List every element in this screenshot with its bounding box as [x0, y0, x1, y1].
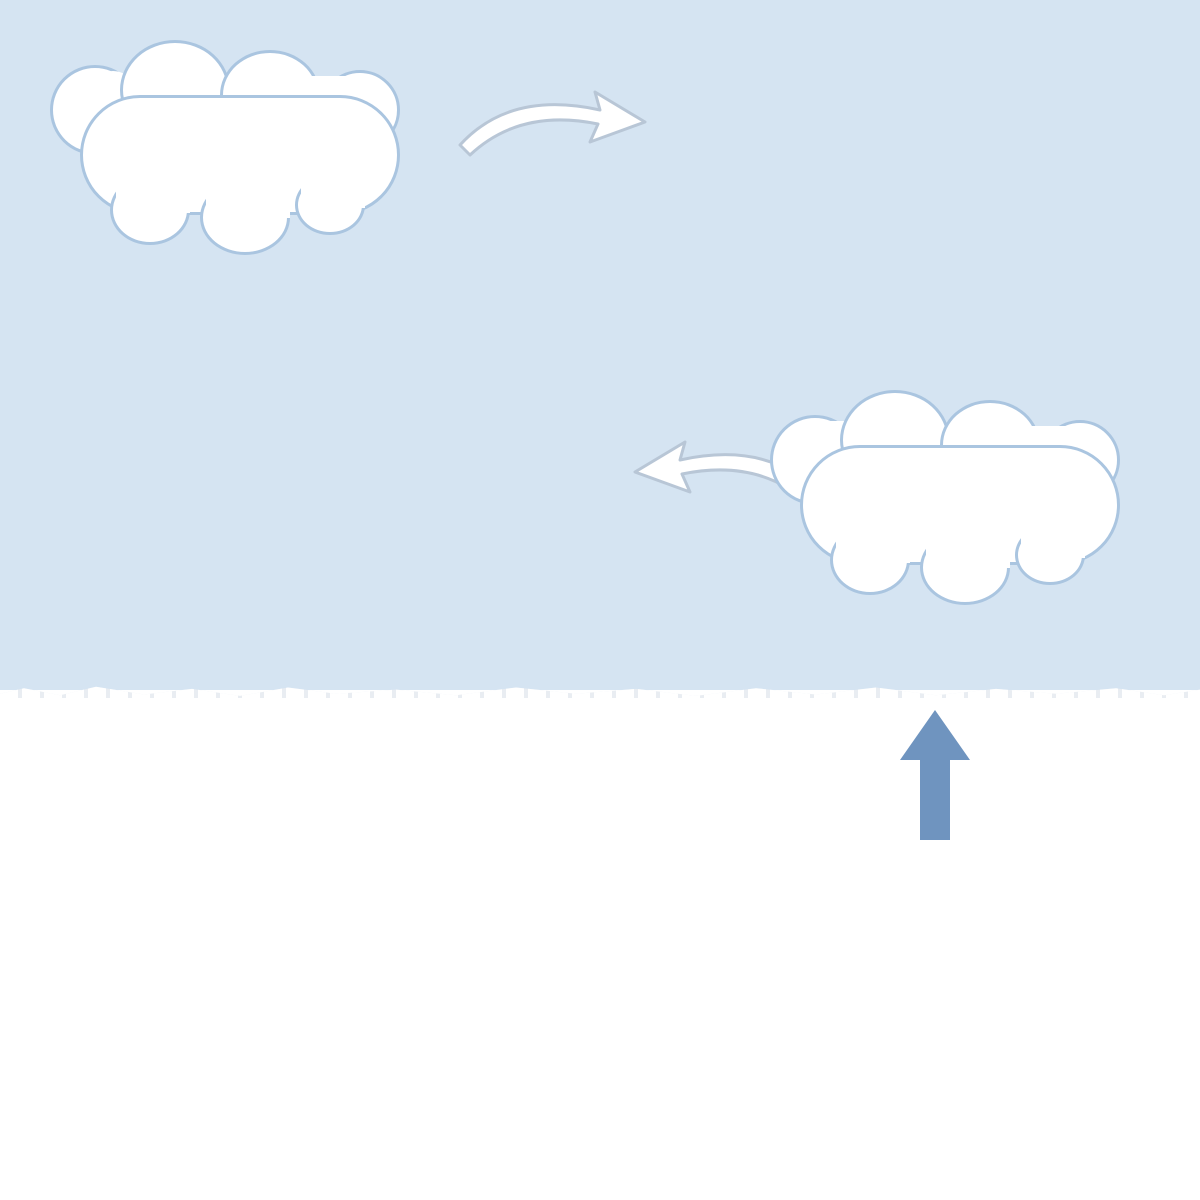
up-arrow-label — [980, 730, 1120, 773]
up-arrow-icon — [900, 710, 970, 840]
comparison-section — [0, 690, 1200, 1200]
ep-cloud — [780, 420, 1140, 590]
rf-cloud — [60, 70, 420, 240]
arrow-right-icon — [450, 80, 650, 170]
ep-cloud-label — [780, 420, 1140, 590]
top-section — [0, 0, 1200, 700]
rf-cloud-label — [60, 70, 420, 240]
